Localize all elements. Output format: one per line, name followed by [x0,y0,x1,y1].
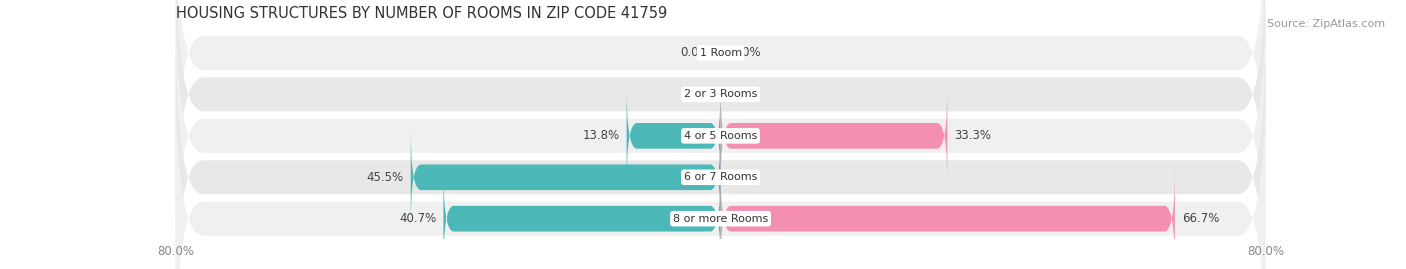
Text: 0.0%: 0.0% [681,88,710,101]
FancyBboxPatch shape [176,70,1265,269]
FancyBboxPatch shape [176,0,1265,202]
Text: 0.0%: 0.0% [731,47,761,59]
FancyBboxPatch shape [721,87,948,185]
FancyBboxPatch shape [176,0,1265,269]
Text: 0.0%: 0.0% [681,47,710,59]
FancyBboxPatch shape [443,169,721,268]
Text: 0.0%: 0.0% [731,88,761,101]
Text: 1 Room: 1 Room [700,48,741,58]
FancyBboxPatch shape [627,87,721,185]
Text: 0.0%: 0.0% [731,171,761,184]
Text: 2 or 3 Rooms: 2 or 3 Rooms [683,89,758,100]
Text: 6 or 7 Rooms: 6 or 7 Rooms [683,172,758,182]
FancyBboxPatch shape [721,169,1175,268]
FancyBboxPatch shape [176,29,1265,269]
Text: 4 or 5 Rooms: 4 or 5 Rooms [683,131,758,141]
Text: 8 or more Rooms: 8 or more Rooms [673,214,768,224]
Text: 13.8%: 13.8% [582,129,620,142]
Text: 33.3%: 33.3% [955,129,991,142]
Text: 66.7%: 66.7% [1181,212,1219,225]
FancyBboxPatch shape [411,128,721,226]
Text: HOUSING STRUCTURES BY NUMBER OF ROOMS IN ZIP CODE 41759: HOUSING STRUCTURES BY NUMBER OF ROOMS IN… [176,6,666,22]
FancyBboxPatch shape [176,0,1265,243]
Text: 45.5%: 45.5% [367,171,404,184]
Text: Source: ZipAtlas.com: Source: ZipAtlas.com [1267,19,1385,29]
Text: 40.7%: 40.7% [399,212,437,225]
